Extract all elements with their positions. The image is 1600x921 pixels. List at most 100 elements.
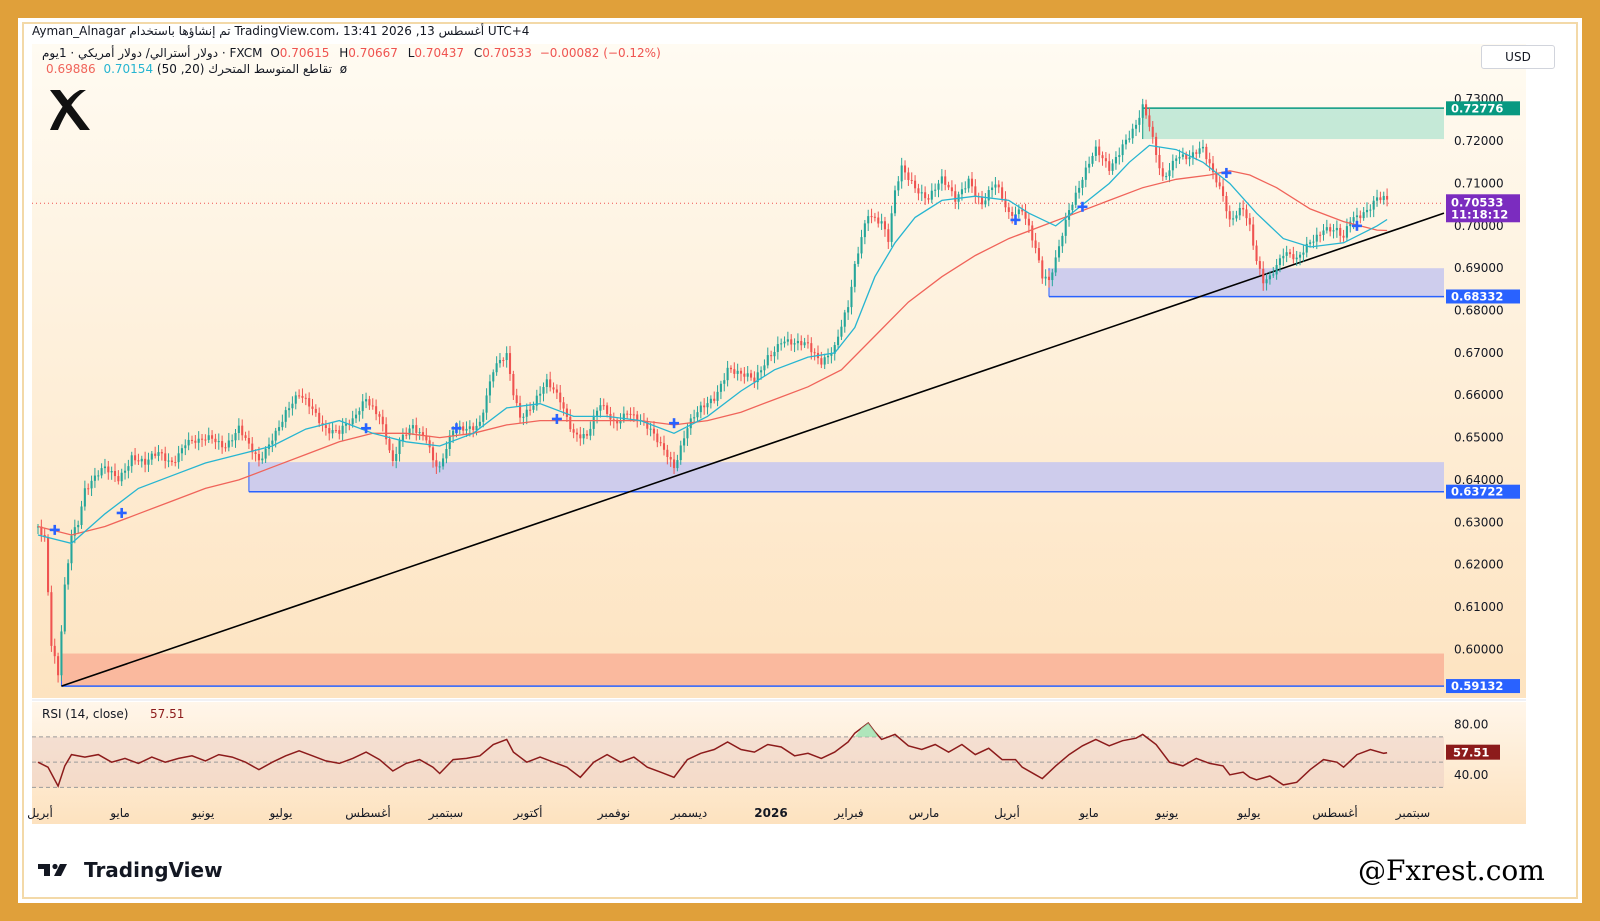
candle-body xyxy=(247,437,250,444)
candle-body xyxy=(565,408,568,417)
trendline xyxy=(61,212,1445,687)
high-value: 0.70667 xyxy=(348,46,398,60)
candle-body xyxy=(1362,212,1365,219)
candle-body xyxy=(806,342,809,344)
candle-body xyxy=(796,340,799,344)
candle-body xyxy=(960,189,963,195)
candle-body xyxy=(860,237,863,254)
candle-body xyxy=(251,443,254,453)
candle-body xyxy=(917,188,920,194)
price-tick-label: 0.71000 xyxy=(1454,177,1504,191)
candle-body xyxy=(93,475,96,481)
candle-body xyxy=(897,181,900,191)
candle-body xyxy=(666,449,669,458)
time-axis-label: أبريل xyxy=(27,805,53,821)
candle-body xyxy=(331,430,334,434)
price-tick-label: 0.65000 xyxy=(1454,431,1504,445)
candle-body xyxy=(800,340,803,346)
candle-body xyxy=(107,466,110,473)
candle-body xyxy=(274,430,277,441)
candle-body xyxy=(994,184,997,188)
candle-body xyxy=(120,472,123,482)
candle-body xyxy=(954,191,957,202)
candle-body xyxy=(947,184,950,188)
candle-body xyxy=(1359,215,1362,219)
candle-body xyxy=(224,447,227,449)
candle-body xyxy=(57,656,60,676)
candle-body xyxy=(388,439,391,451)
candle-body xyxy=(950,187,953,192)
candle-body xyxy=(277,427,281,431)
candle-body xyxy=(1285,252,1288,256)
candle-body xyxy=(468,426,471,429)
candle-body xyxy=(522,416,525,418)
candle-body xyxy=(1148,115,1151,127)
price-tick-label: 0.67000 xyxy=(1454,346,1504,360)
candle-body xyxy=(602,405,605,407)
candle-body xyxy=(1131,128,1134,139)
candle-body xyxy=(398,440,401,454)
candle-body xyxy=(1111,163,1114,171)
candle-body xyxy=(706,403,709,408)
candle-body xyxy=(1171,160,1174,171)
candle-body xyxy=(83,488,86,507)
candle-body xyxy=(1372,200,1375,210)
candle-body xyxy=(1128,138,1131,140)
candle-body xyxy=(505,353,508,361)
candle-body xyxy=(134,455,137,461)
symbol-ohlc-legend[interactable]: دولار أسترالي/ دولار أمريكي · 1يوم · FXC… xyxy=(42,46,661,60)
candle-body xyxy=(823,357,826,365)
candle-body xyxy=(743,373,746,377)
currency-selector[interactable]: USD xyxy=(1481,45,1555,69)
candle-body xyxy=(616,420,619,424)
candle-body xyxy=(903,165,907,173)
price-tick-label: 0.72000 xyxy=(1454,134,1504,148)
candle-body xyxy=(780,343,783,345)
candle-body xyxy=(766,355,769,366)
candle-body xyxy=(1165,176,1168,178)
level-label-box xyxy=(1446,679,1520,694)
current-price-box xyxy=(1446,194,1520,223)
candle-body xyxy=(40,526,43,535)
candle-body xyxy=(837,336,840,346)
candle-body xyxy=(375,406,378,415)
candle-body xyxy=(585,434,589,436)
candle-body xyxy=(1198,148,1201,154)
candle-body xyxy=(1292,254,1295,260)
candle-body xyxy=(589,428,592,436)
candle-body xyxy=(227,440,230,448)
candle-body xyxy=(261,458,264,461)
candle-body xyxy=(284,410,287,422)
candle-body xyxy=(288,408,291,411)
candle-body xyxy=(462,426,465,431)
candle-body xyxy=(1074,192,1077,205)
symbol-name[interactable]: دولار أسترالي/ دولار أمريكي · 1يوم · FXC… xyxy=(42,46,263,60)
price-tick-label: 0.60000 xyxy=(1454,642,1504,656)
candle-body xyxy=(1386,195,1389,200)
candle-body xyxy=(344,423,348,426)
candle-body xyxy=(733,369,736,374)
candle-body xyxy=(174,462,177,464)
candle-body xyxy=(1118,155,1121,158)
candle-body xyxy=(368,399,371,406)
candle-body xyxy=(669,457,672,460)
time-axis-label: أبريل xyxy=(994,805,1020,821)
candle-body xyxy=(887,229,890,242)
candle-body xyxy=(937,183,940,190)
candle-body xyxy=(314,408,317,413)
candle-body xyxy=(1278,258,1282,266)
candle-body xyxy=(970,178,974,187)
candle-body xyxy=(1108,161,1111,171)
candle-body xyxy=(659,442,662,444)
eye-hidden-icon[interactable]: ø xyxy=(339,62,348,76)
candle-body xyxy=(683,438,686,446)
ma-cross-legend[interactable]: تقاطع المتوسط المتحرك (20, 50) 0.70154 0… xyxy=(42,62,347,76)
candle-body xyxy=(478,421,481,426)
candle-body xyxy=(927,198,930,200)
zone-red-3 xyxy=(61,653,1444,687)
candle-body xyxy=(539,393,542,396)
candle-body xyxy=(555,389,558,393)
candle-body xyxy=(435,460,438,467)
candle-body xyxy=(723,380,726,384)
